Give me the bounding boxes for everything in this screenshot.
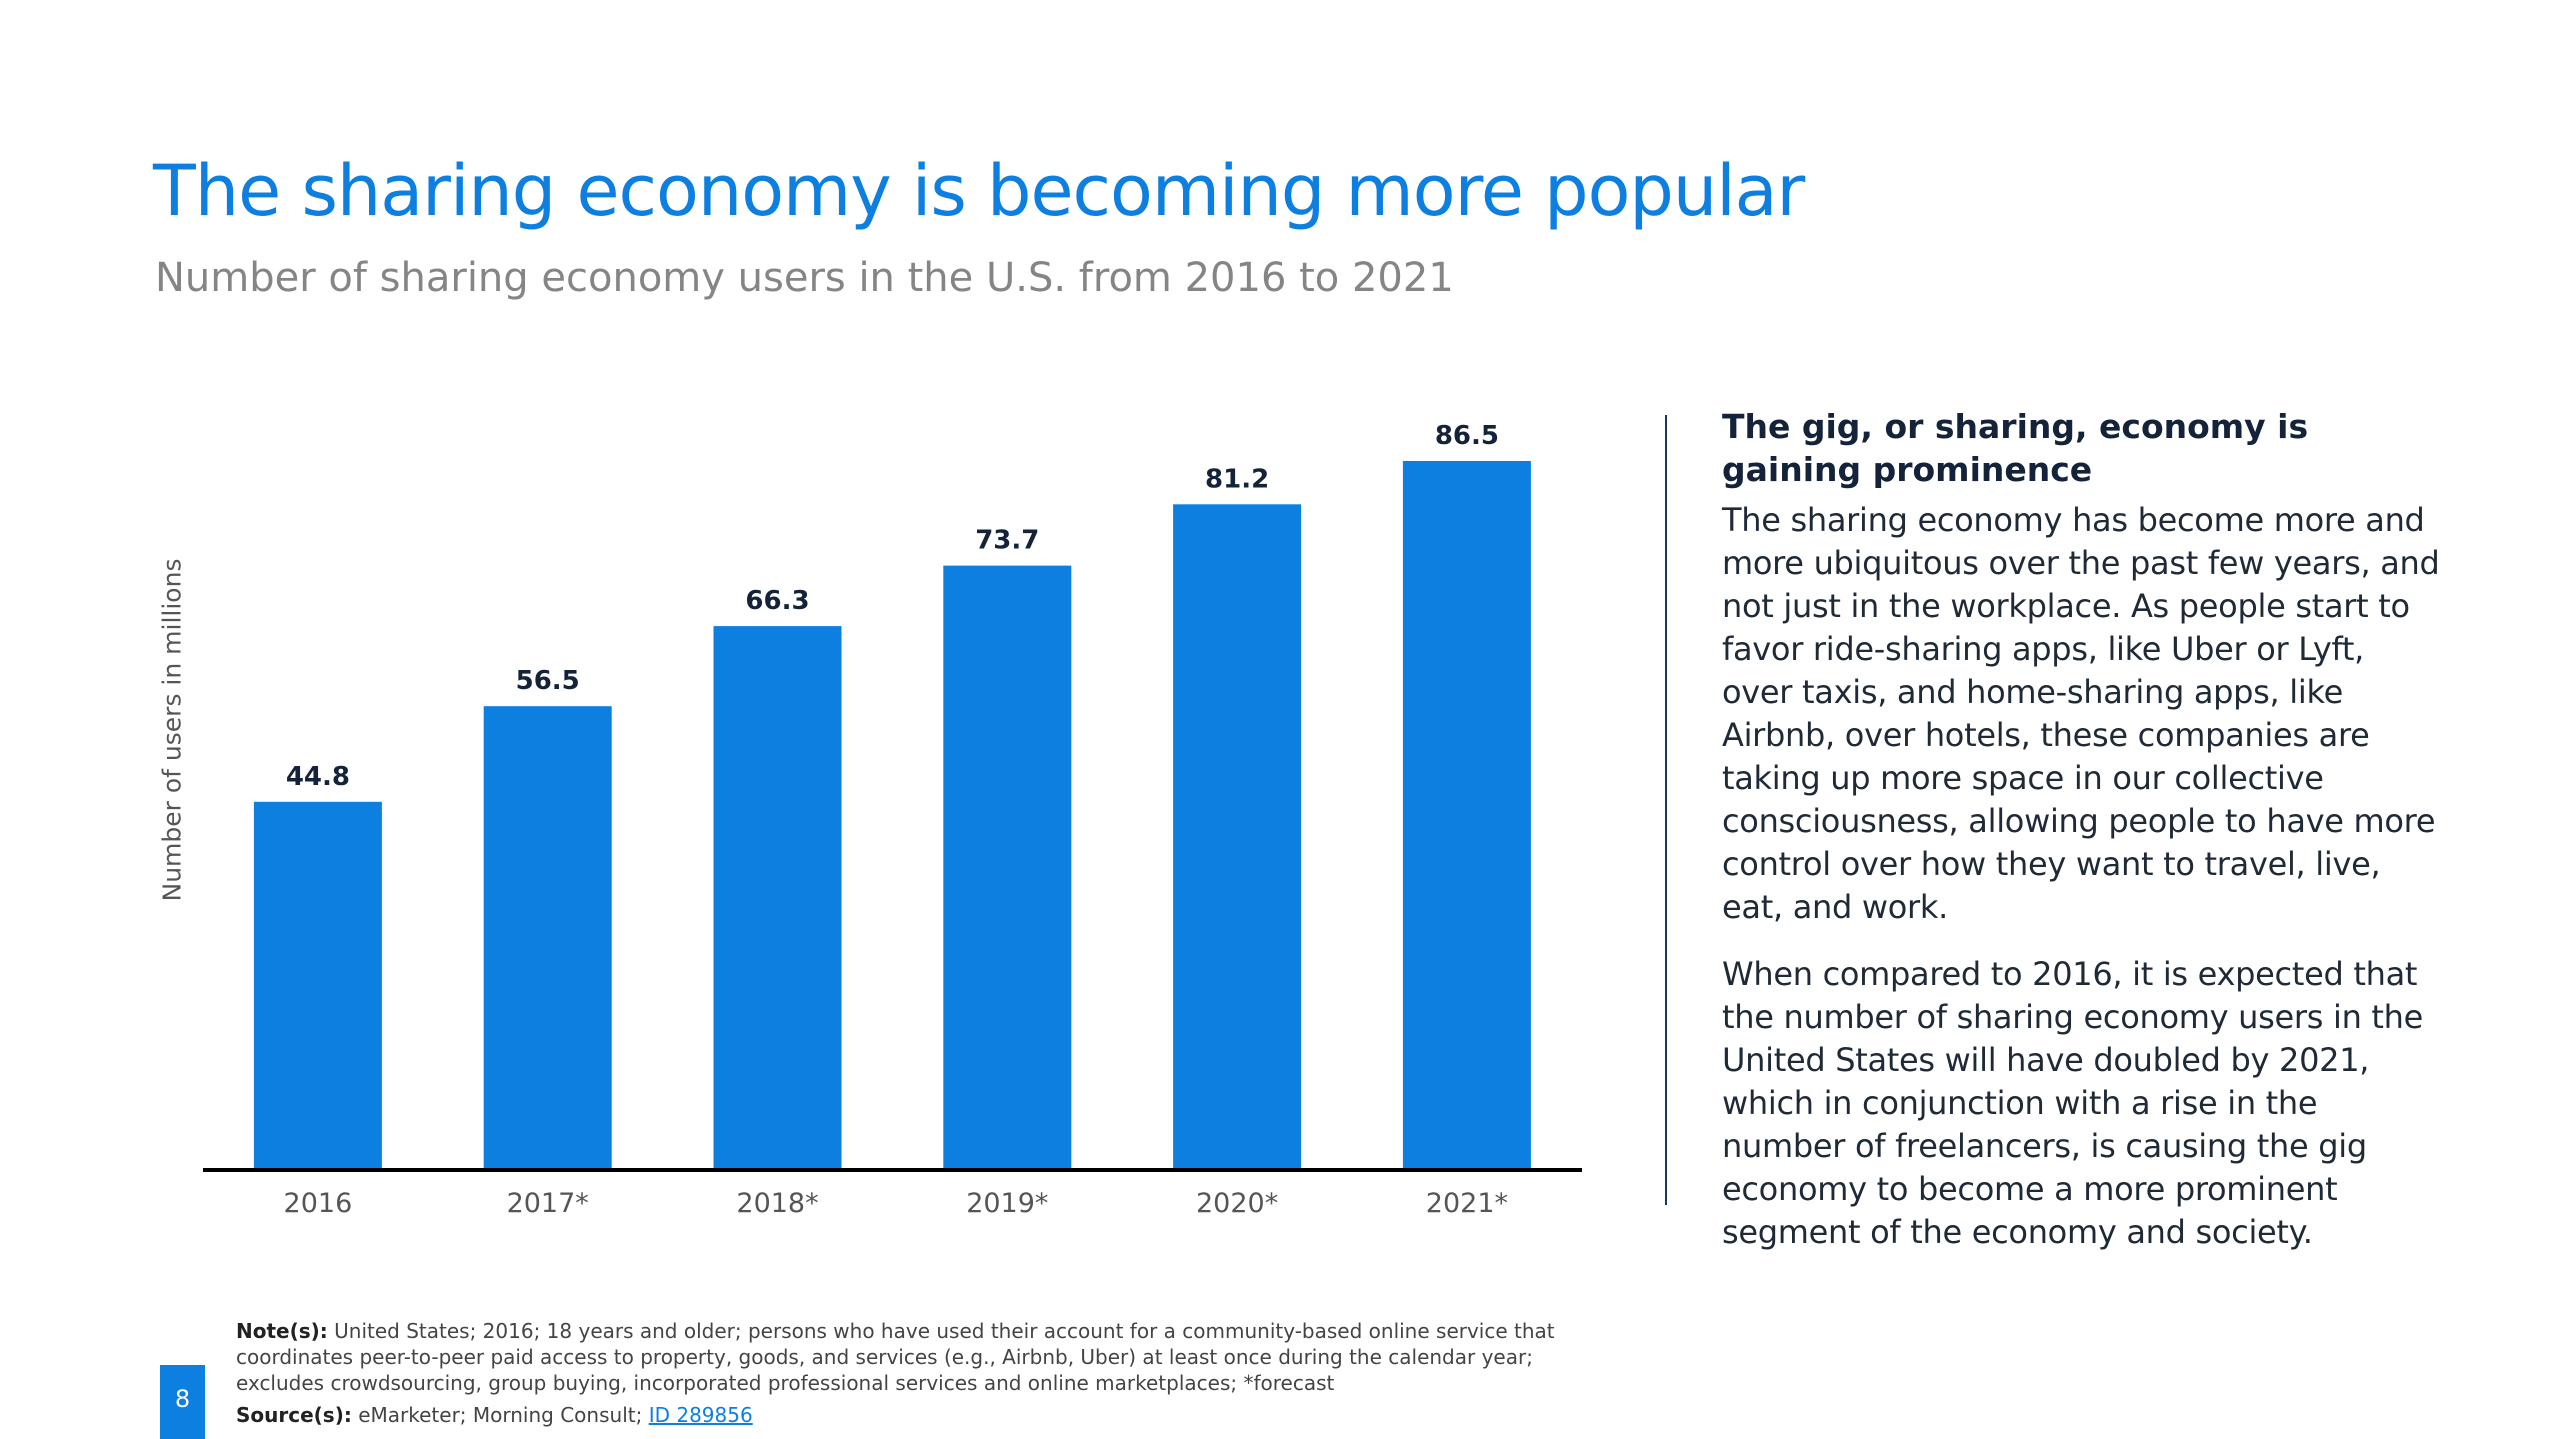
notes-label: Note(s): (236, 1319, 328, 1343)
x-tick-label-2016: 2016 (284, 1188, 353, 1219)
data-label-2020: 81.2 (1205, 464, 1269, 494)
bar-chart: 44.8 2016 56.5 2017* 66.3 2018* 73.7 2019* 81.2 2… (203, 421, 1582, 1219)
bar-2016 (253, 801, 382, 1168)
source-line: Source(s): eMarketer; Morning Consult; I… (236, 1402, 1616, 1428)
source-id-link[interactable]: ID 289856 (648, 1403, 753, 1427)
commentary-panel: The gig, or sharing, economy is gaining … (1722, 405, 2442, 1278)
bar-2017 (483, 706, 612, 1168)
data-label-2017: 56.5 (516, 666, 580, 696)
notes-text: United States; 2016; 18 years and older;… (236, 1319, 1555, 1395)
page-number: 8 (160, 1365, 205, 1439)
bar-2018 (713, 626, 842, 1168)
panel-paragraph-1: The sharing economy has become more and … (1722, 501, 2440, 926)
notes-line: Note(s): United States; 2016; 18 years a… (236, 1318, 1616, 1396)
x-tick-label-2018: 2018* (736, 1188, 818, 1219)
footnotes: Note(s): United States; 2016; 18 years a… (236, 1318, 1616, 1428)
data-label-2021: 86.5 (1435, 421, 1499, 451)
x-tick-label-2021: 2021* (1426, 1188, 1508, 1219)
x-tick-label-2019: 2019* (966, 1188, 1048, 1219)
bar-2019 (943, 565, 1072, 1168)
panel-paragraph-2: When compared to 2016, it is expected th… (1722, 955, 2424, 1251)
page-title: The sharing economy is becoming more pop… (153, 150, 1805, 232)
data-label-2018: 66.3 (745, 586, 809, 616)
source-label: Source(s): (236, 1403, 352, 1427)
data-label-2019: 73.7 (975, 526, 1039, 556)
panel-heading: The gig, or sharing, economy is gaining … (1722, 407, 2309, 489)
y-axis-label: Number of users in millions (157, 558, 187, 902)
x-tick-label-2017: 2017* (507, 1188, 589, 1219)
page-subtitle: Number of sharing economy users in the U… (155, 255, 1454, 301)
x-tick-label-2020: 2020* (1196, 1188, 1278, 1219)
bar-2020 (1173, 504, 1302, 1168)
vertical-divider (1665, 415, 1667, 1205)
data-label-2016: 44.8 (286, 762, 350, 792)
source-text: eMarketer; Morning Consult; (358, 1403, 643, 1427)
bar-2021 (1402, 461, 1531, 1168)
